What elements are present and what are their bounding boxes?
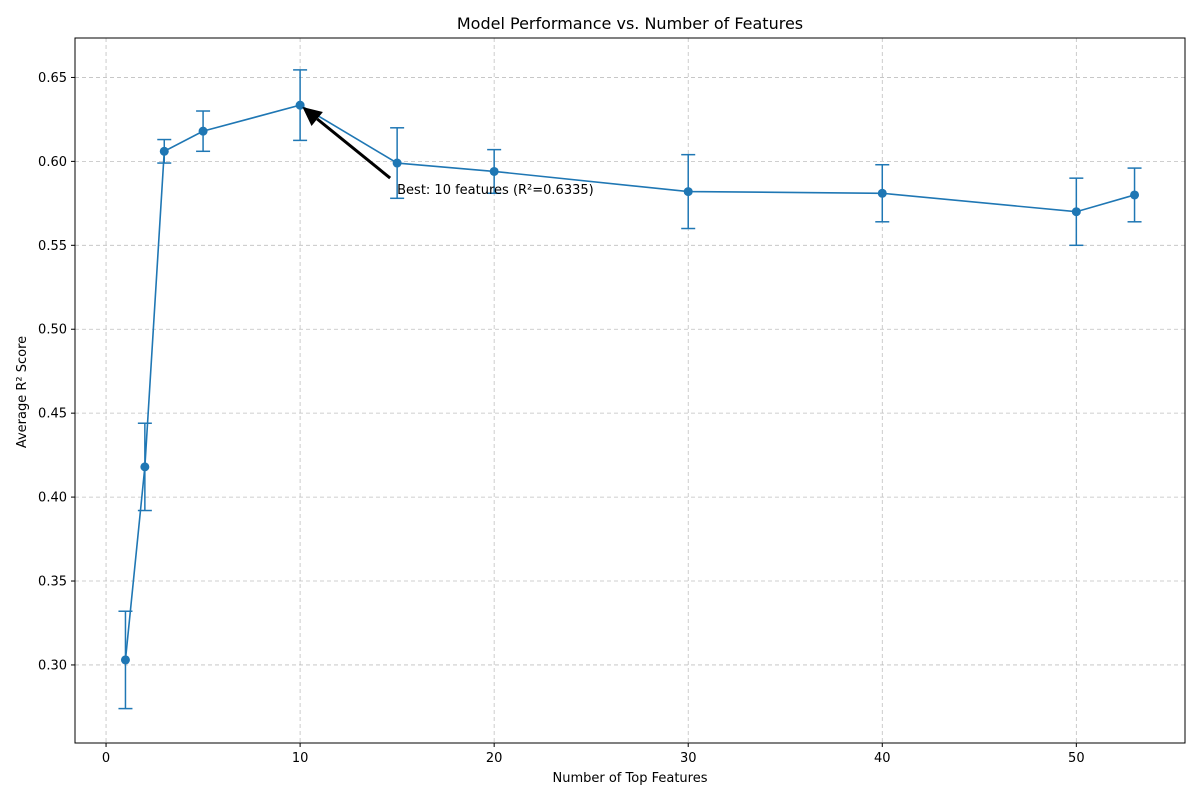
- data-point: [489, 166, 499, 176]
- y-tick-label: 0.65: [38, 71, 67, 86]
- data-point: [683, 187, 693, 197]
- x-tick-label: 20: [486, 751, 503, 766]
- data-point: [295, 100, 305, 110]
- y-tick-label: 0.35: [38, 575, 67, 590]
- data-points: [120, 100, 1140, 665]
- data-point: [140, 462, 150, 472]
- x-tick-label: 40: [874, 751, 891, 766]
- data-point: [1130, 190, 1140, 200]
- annotation-text: Best: 10 features (R²=0.6335): [397, 183, 594, 198]
- data-point: [159, 146, 169, 156]
- y-axis-label: Average R² Score: [15, 336, 30, 448]
- data-point: [120, 655, 130, 665]
- data-point: [392, 158, 402, 168]
- annotation-arrow: [316, 117, 392, 180]
- x-axis-label: Number of Top Features: [553, 771, 708, 786]
- y-tick-label: 0.45: [38, 407, 67, 422]
- y-axis: 0.30 0.35 0.40 0.45 0.50 0.55 0.60 0.65: [38, 71, 75, 673]
- x-tick-label: 30: [680, 751, 697, 766]
- y-tick-label: 0.50: [38, 323, 67, 338]
- data-point: [877, 188, 887, 198]
- x-tick-label: 50: [1068, 751, 1085, 766]
- y-tick-label: 0.55: [38, 239, 67, 254]
- x-tick-label: 10: [292, 751, 309, 766]
- y-tick-label: 0.30: [38, 658, 67, 673]
- grid-lines: [75, 38, 1185, 743]
- x-axis: 0 10 20 30 40 50: [102, 743, 1085, 766]
- y-tick-label: 0.40: [38, 491, 67, 506]
- x-tick-label: 0: [102, 751, 110, 766]
- data-point: [1071, 207, 1081, 217]
- annotation-arrowhead: [302, 107, 323, 126]
- data-point: [198, 126, 208, 136]
- y-tick-label: 0.60: [38, 155, 67, 170]
- plot-frame: [74, 37, 1186, 744]
- chart-title: Model Performance vs. Number of Features: [457, 14, 803, 33]
- annotation: Best: 10 features (R²=0.6335): [302, 107, 594, 198]
